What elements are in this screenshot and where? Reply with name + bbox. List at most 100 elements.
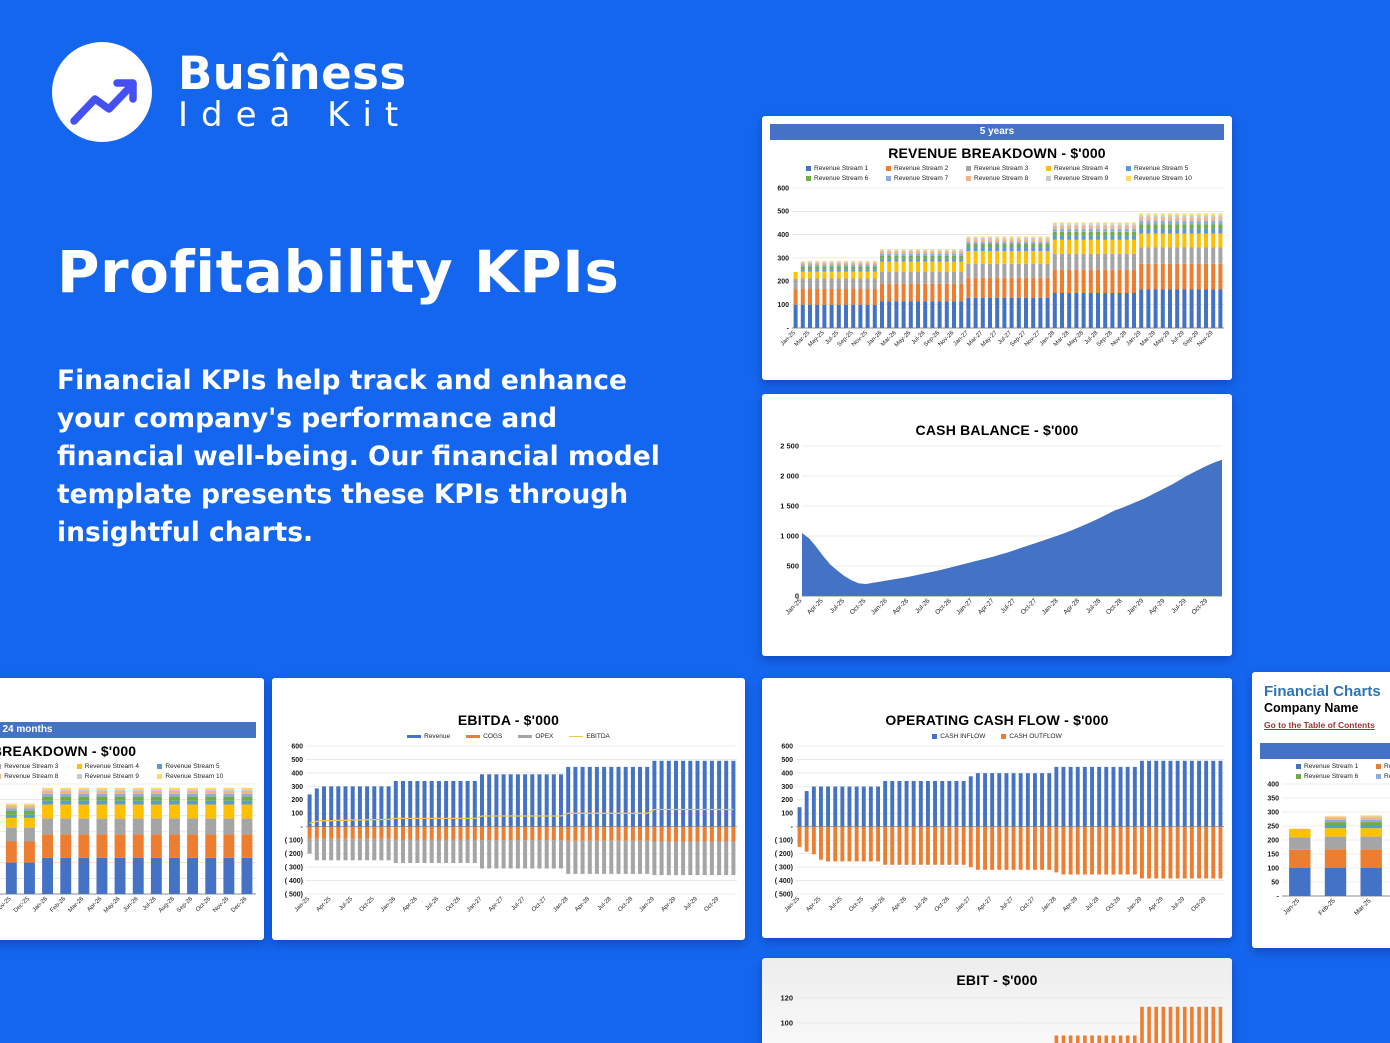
- svg-text:1 000: 1 000: [780, 531, 799, 540]
- svg-text:Mar-26: Mar-26: [68, 896, 86, 914]
- page-title: Profitability KPIs: [57, 238, 620, 306]
- svg-text:( 100): ( 100): [775, 838, 793, 845]
- svg-text:Apr-28: Apr-28: [574, 896, 591, 913]
- legend-ocf: CASH INFLOW CASH OUTFLOW: [762, 733, 1232, 740]
- ebit-chart: -20406080100120Jan-25Apr-25Jul-25Oct-25J…: [780, 993, 1224, 1043]
- legend-marker-icon: [407, 735, 422, 738]
- legend-marker-icon: [1296, 774, 1301, 779]
- financial-charts-heading: Financial Charts: [1264, 683, 1381, 700]
- legend-marker-icon: [76, 764, 82, 769]
- svg-text:Sep-26: Sep-26: [176, 896, 194, 914]
- svg-text:Oct-27: Oct-27: [1020, 597, 1039, 616]
- legend-item: Revenue: [407, 733, 450, 740]
- legend-item: Revenue Stream 3: [0, 763, 77, 770]
- chart-title-revenue-24m: REVENUE BREAKDOWN - $'000: [0, 743, 137, 759]
- legend-marker-icon: [932, 734, 938, 739]
- svg-text:Nov-29: Nov-29: [1197, 330, 1215, 348]
- svg-text:Jan-29: Jan-29: [1126, 597, 1145, 616]
- svg-text:Jan-28: Jan-28: [1041, 597, 1060, 616]
- svg-text:Dec-25: Dec-25: [13, 896, 31, 914]
- svg-text:Jan-29: Jan-29: [639, 896, 657, 914]
- svg-text:Nov-27: Nov-27: [1024, 330, 1042, 348]
- legend-item: Revenue Stream 9: [1046, 175, 1126, 182]
- svg-text:Jan-27: Jan-27: [955, 896, 973, 914]
- table-of-contents-link[interactable]: Go to the Table of Contents: [1264, 720, 1375, 730]
- svg-text:Oct-25: Oct-25: [359, 896, 376, 913]
- svg-text:Apr-29: Apr-29: [1148, 896, 1165, 913]
- svg-text:Apr-27: Apr-27: [977, 597, 996, 616]
- svg-text:-: -: [1277, 893, 1280, 900]
- svg-text:100: 100: [781, 811, 793, 818]
- legend-item: Revenue Stream 7: [1376, 773, 1390, 780]
- period-tab-24-months[interactable]: 24 months: [0, 722, 256, 738]
- svg-text:Nov-28: Nov-28: [1110, 330, 1128, 348]
- svg-text:Apr-25: Apr-25: [806, 597, 825, 616]
- svg-text:250: 250: [1267, 823, 1279, 830]
- legend-marker-icon: [806, 166, 811, 171]
- legend-marker-icon: [1046, 166, 1051, 171]
- svg-text:Nov-26: Nov-26: [937, 330, 955, 348]
- legend-marker-icon: [1296, 764, 1301, 769]
- legend-item: Revenue Stream 2: [1376, 763, 1390, 770]
- legend-item: Revenue Stream 7: [886, 175, 966, 182]
- svg-text:Oct-29: Oct-29: [703, 896, 720, 913]
- legend-marker-icon: [518, 735, 533, 738]
- svg-text:Aug-26: Aug-26: [158, 896, 176, 914]
- svg-text:May-29: May-29: [1153, 330, 1172, 349]
- period-tab-5-years[interactable]: 5 years: [770, 124, 1224, 140]
- legend-marker-icon: [966, 176, 971, 181]
- legend-item: Revenue Stream 5: [157, 763, 238, 770]
- svg-text:Jul-27: Jul-27: [999, 896, 1015, 912]
- legend-item: Revenue Stream 1: [1296, 763, 1376, 770]
- svg-text:( 500): ( 500): [775, 891, 793, 898]
- legend-item: Revenue Stream 6: [1296, 773, 1376, 780]
- brand-text: Busîness Idea Kit: [178, 49, 411, 135]
- legend-item: Revenue Stream 1: [806, 165, 886, 172]
- hero-section: Profitability KPIs Financial KPIs help t…: [57, 238, 697, 551]
- svg-text:300: 300: [777, 255, 789, 262]
- legend-item: CASH OUTFLOW: [1001, 733, 1062, 740]
- svg-text:-: -: [791, 824, 794, 831]
- svg-text:Jul-26: Jul-26: [142, 896, 158, 912]
- revenue-5y-chart: -100200300400500600Jan-25Mar-25May-25Jul…: [777, 185, 1224, 349]
- svg-text:400: 400: [777, 232, 789, 239]
- svg-text:2 000: 2 000: [780, 471, 799, 480]
- svg-text:200: 200: [291, 797, 303, 804]
- svg-text:Apr-26: Apr-26: [891, 896, 908, 913]
- svg-text:Nov-26: Nov-26: [212, 896, 230, 914]
- svg-text:Jan-26: Jan-26: [869, 896, 887, 914]
- svg-text:Jul-29: Jul-29: [683, 896, 699, 912]
- svg-text:100: 100: [780, 1018, 793, 1027]
- svg-text:Jul-29: Jul-29: [1170, 597, 1188, 615]
- period-tab-blank[interactable]: [1260, 743, 1390, 759]
- svg-text:Mar-25: Mar-25: [1353, 897, 1373, 917]
- ebit-card: EBIT - $'000 -20406080100120Jan-25Apr-25…: [762, 958, 1232, 1043]
- svg-text:Apr-28: Apr-28: [1062, 597, 1081, 616]
- svg-text:Oct-28: Oct-28: [1105, 597, 1124, 616]
- svg-text:150: 150: [1267, 851, 1279, 858]
- legend-item: Revenue Stream 5: [1126, 165, 1206, 172]
- svg-text:Jul-27: Jul-27: [511, 896, 527, 912]
- legend-item: Revenue Stream 10: [157, 773, 238, 780]
- svg-text:Jun-26: Jun-26: [122, 896, 140, 914]
- revenue-breakdown-24m-card: 24 months REVENUE BREAKDOWN - $'000 Reve…: [0, 678, 264, 940]
- svg-text:Jan-27: Jan-27: [466, 896, 484, 914]
- svg-text:500: 500: [777, 209, 789, 216]
- svg-text:Apr-27: Apr-27: [977, 896, 994, 913]
- legend-marker-icon: [886, 166, 891, 171]
- svg-text:Oct-27: Oct-27: [1019, 896, 1036, 913]
- svg-text:Apr-29: Apr-29: [660, 896, 677, 913]
- svg-text:( 400): ( 400): [285, 878, 303, 885]
- legend-item: COGS: [466, 733, 502, 740]
- svg-text:( 200): ( 200): [775, 851, 793, 858]
- legend-marker-icon: [1126, 166, 1131, 171]
- ocf-chart: ( 500) ( 400) ( 300) ( 200) ( 100) - 100 200 300…: [775, 743, 1224, 914]
- svg-text:600: 600: [781, 743, 793, 750]
- chart-title-cash-balance: CASH BALANCE - $'000: [915, 422, 1079, 438]
- chart-title-ebitda: EBITDA - $'000: [457, 712, 560, 728]
- legend-marker-icon: [1046, 176, 1051, 181]
- svg-text:Apr-26: Apr-26: [891, 597, 910, 616]
